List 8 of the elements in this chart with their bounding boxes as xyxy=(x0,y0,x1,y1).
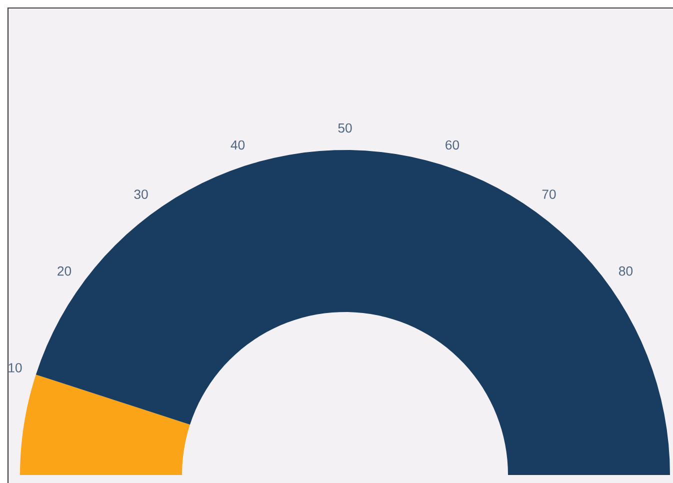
text: 20 xyxy=(58,266,72,276)
text: 70 xyxy=(542,190,556,199)
text: 60 xyxy=(446,140,460,150)
text: 10 xyxy=(8,363,22,372)
text: 40 xyxy=(230,140,245,150)
text: 30 xyxy=(134,190,148,199)
text: 80 xyxy=(618,266,633,276)
text: 50 xyxy=(338,123,352,133)
